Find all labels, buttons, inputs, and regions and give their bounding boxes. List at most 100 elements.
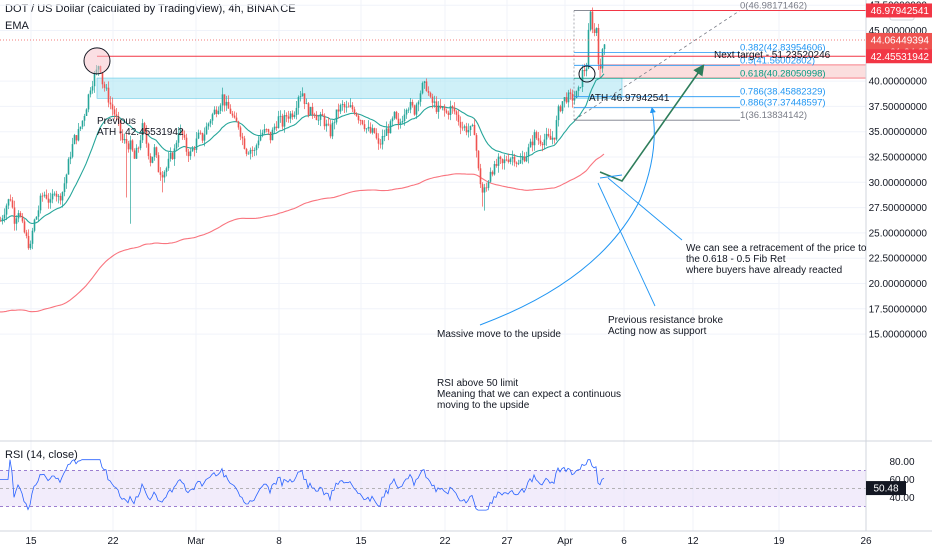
- price-tick-label[interactable]: 15.00000000: [869, 330, 928, 341]
- price-tick-label[interactable]: 25.00000000: [869, 228, 928, 239]
- candle-body: [293, 115, 296, 118]
- candle-body: [409, 101, 412, 110]
- candle-body: [187, 151, 190, 157]
- time-tick-label[interactable]: 22: [439, 536, 451, 547]
- candle-body: [71, 144, 74, 157]
- candle-body: [489, 171, 492, 182]
- candle-body: [41, 195, 44, 197]
- price-tick-label[interactable]: 30.00000000: [869, 178, 928, 189]
- candle-body: [437, 105, 440, 112]
- candle-body: [363, 124, 366, 130]
- candle-body: [345, 106, 348, 108]
- time-tick-label[interactable]: 26: [860, 536, 872, 547]
- time-tick-label[interactable]: 22: [107, 536, 119, 547]
- time-tick-label[interactable]: 6: [621, 536, 627, 547]
- candle-body: [271, 129, 274, 141]
- candle-body: [465, 126, 468, 133]
- candle-body: [61, 192, 64, 201]
- price-tick-label[interactable]: 22.50000000: [869, 254, 928, 265]
- candle-body: [7, 199, 10, 206]
- candle-body: [483, 187, 486, 193]
- time-tick-label[interactable]: 12: [687, 536, 699, 547]
- candle-body: [83, 115, 86, 121]
- time-tick-label[interactable]: Apr: [557, 536, 573, 547]
- candle-body: [21, 216, 24, 222]
- candle-body: [157, 155, 160, 173]
- time-tick-label[interactable]: 15: [25, 536, 37, 547]
- candle-body: [443, 106, 446, 111]
- candle-body: [237, 121, 240, 128]
- price-tick-label[interactable]: 27.50000000: [869, 203, 928, 214]
- candle-body: [381, 135, 384, 145]
- candle-body: [463, 126, 466, 128]
- candle-body: [297, 97, 300, 108]
- price-tick-label[interactable]: 32.50000000: [869, 153, 928, 164]
- price-tick-label[interactable]: 20.00000000: [869, 279, 928, 290]
- candle-body: [477, 150, 480, 169]
- candle-body: [583, 69, 586, 72]
- annotation-massive-move[interactable]: Massive move to the upside: [437, 329, 561, 340]
- time-tick-label[interactable]: 19: [773, 536, 785, 547]
- candle-body: [397, 118, 400, 124]
- candle-body: [467, 130, 470, 133]
- time-tick-label[interactable]: Mar: [187, 536, 205, 547]
- price-tick-label[interactable]: 40.00000000: [869, 77, 928, 88]
- candle-body: [597, 27, 600, 65]
- candle-body: [75, 135, 78, 141]
- candle-body: [453, 107, 456, 112]
- candle-body: [257, 140, 260, 146]
- candle-body: [459, 121, 462, 128]
- candle-body: [499, 156, 502, 159]
- symbol-title[interactable]: DOT / US Dollar (calculated by TradingVi…: [5, 3, 296, 15]
- candle-body: [323, 115, 326, 127]
- candle-body: [117, 116, 120, 121]
- annotation-resistance-support[interactable]: Previous resistance broke Acting now as …: [608, 315, 724, 337]
- candle-body: [303, 93, 306, 104]
- annotation-previous-ath[interactable]: Previous ATH - 42.45531942: [97, 116, 184, 138]
- candle-body: [331, 122, 334, 137]
- price-tick-label[interactable]: 45.00000000: [869, 26, 928, 37]
- candle-body: [385, 128, 388, 136]
- candle-body: [471, 124, 474, 126]
- fib-label: 0(46.98171462): [740, 0, 807, 11]
- pointer-line: [607, 177, 683, 241]
- zones: [96, 64, 867, 99]
- candle-body: [341, 104, 344, 106]
- badge-previous-ath: [866, 49, 932, 64]
- time-tick-label[interactable]: 8: [276, 536, 282, 547]
- candles: [0, 7, 606, 250]
- fib-label: 0.618(40.28050998): [740, 68, 826, 79]
- candle-body: [133, 150, 136, 159]
- candle-body: [523, 156, 526, 162]
- candle-body: [185, 137, 188, 152]
- candle-body: [43, 194, 46, 196]
- candle-body: [335, 109, 338, 123]
- candle-body: [231, 113, 234, 116]
- candle-body: [275, 126, 278, 128]
- candle-body: [589, 11, 592, 30]
- candle-body: [435, 101, 438, 112]
- candle-body: [305, 103, 308, 105]
- candle-body: [131, 140, 134, 151]
- annotation-ath[interactable]: ATH 46.97942541: [589, 93, 670, 104]
- annotation-next-target[interactable]: Next target - 51.23520246: [714, 50, 831, 61]
- fib-label: 0.886(37.37448597): [740, 98, 826, 109]
- candle-body: [63, 183, 66, 193]
- candle-body: [339, 105, 342, 112]
- candle-body: [505, 159, 508, 161]
- rsi-indicator-label[interactable]: RSI (14, close): [5, 449, 78, 461]
- price-tick-label[interactable]: 37.50000000: [869, 102, 928, 113]
- ema-indicator-label[interactable]: EMA: [5, 20, 29, 32]
- candle-body: [493, 164, 496, 175]
- annotation-retracement[interactable]: We can see a retracement of the price to…: [686, 243, 867, 276]
- candle-body: [563, 97, 566, 102]
- annotation-rsi-note[interactable]: RSI above 50 limit Meaning that we can e…: [437, 378, 622, 411]
- time-tick-label[interactable]: 15: [355, 536, 367, 547]
- fib-zone-box: [599, 64, 867, 79]
- price-tick-label[interactable]: 17.50000000: [869, 304, 928, 315]
- price-tick-label[interactable]: 35.00000000: [869, 127, 928, 138]
- candle-body: [149, 156, 152, 163]
- time-tick-label[interactable]: 27: [501, 536, 513, 547]
